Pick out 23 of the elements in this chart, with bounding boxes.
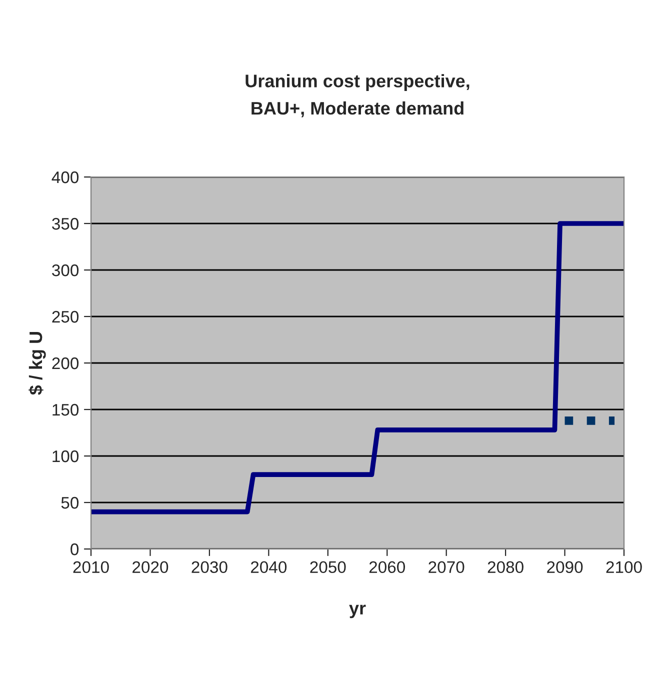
y-tick-label: 150 bbox=[52, 404, 79, 416]
y-tick-label: 100 bbox=[52, 450, 79, 462]
x-tick-label: 2040 bbox=[250, 561, 287, 574]
y-tick-label: 400 bbox=[52, 171, 79, 184]
x-tick-label: 2010 bbox=[73, 561, 109, 574]
x-tick-label: 2030 bbox=[192, 561, 228, 574]
x-tick-label: 2100 bbox=[606, 561, 642, 574]
chart-title: Uranium cost perspective, BAU+, Moderate demand bbox=[246, 74, 470, 118]
x-tick-label: 2060 bbox=[369, 561, 405, 574]
y-axis-title: $ / kg U bbox=[28, 332, 46, 395]
x-tick-label: 2050 bbox=[310, 561, 346, 574]
y-tick-label: 300 bbox=[52, 264, 79, 276]
x-tick-label: 2020 bbox=[132, 561, 168, 574]
y-tick-label: 350 bbox=[52, 218, 79, 230]
x-tick-label: 2070 bbox=[428, 561, 464, 574]
x-axis-title: yr bbox=[349, 604, 366, 618]
y-tick-label: 0 bbox=[70, 543, 79, 556]
y-tick-label: 200 bbox=[52, 357, 79, 370]
line-series bbox=[91, 221, 624, 514]
x-tick-label: 2090 bbox=[547, 561, 583, 574]
y-tick-label: 250 bbox=[52, 310, 79, 323]
y-tick-label: 50 bbox=[61, 496, 79, 509]
x-tick-label: 2080 bbox=[488, 561, 524, 574]
